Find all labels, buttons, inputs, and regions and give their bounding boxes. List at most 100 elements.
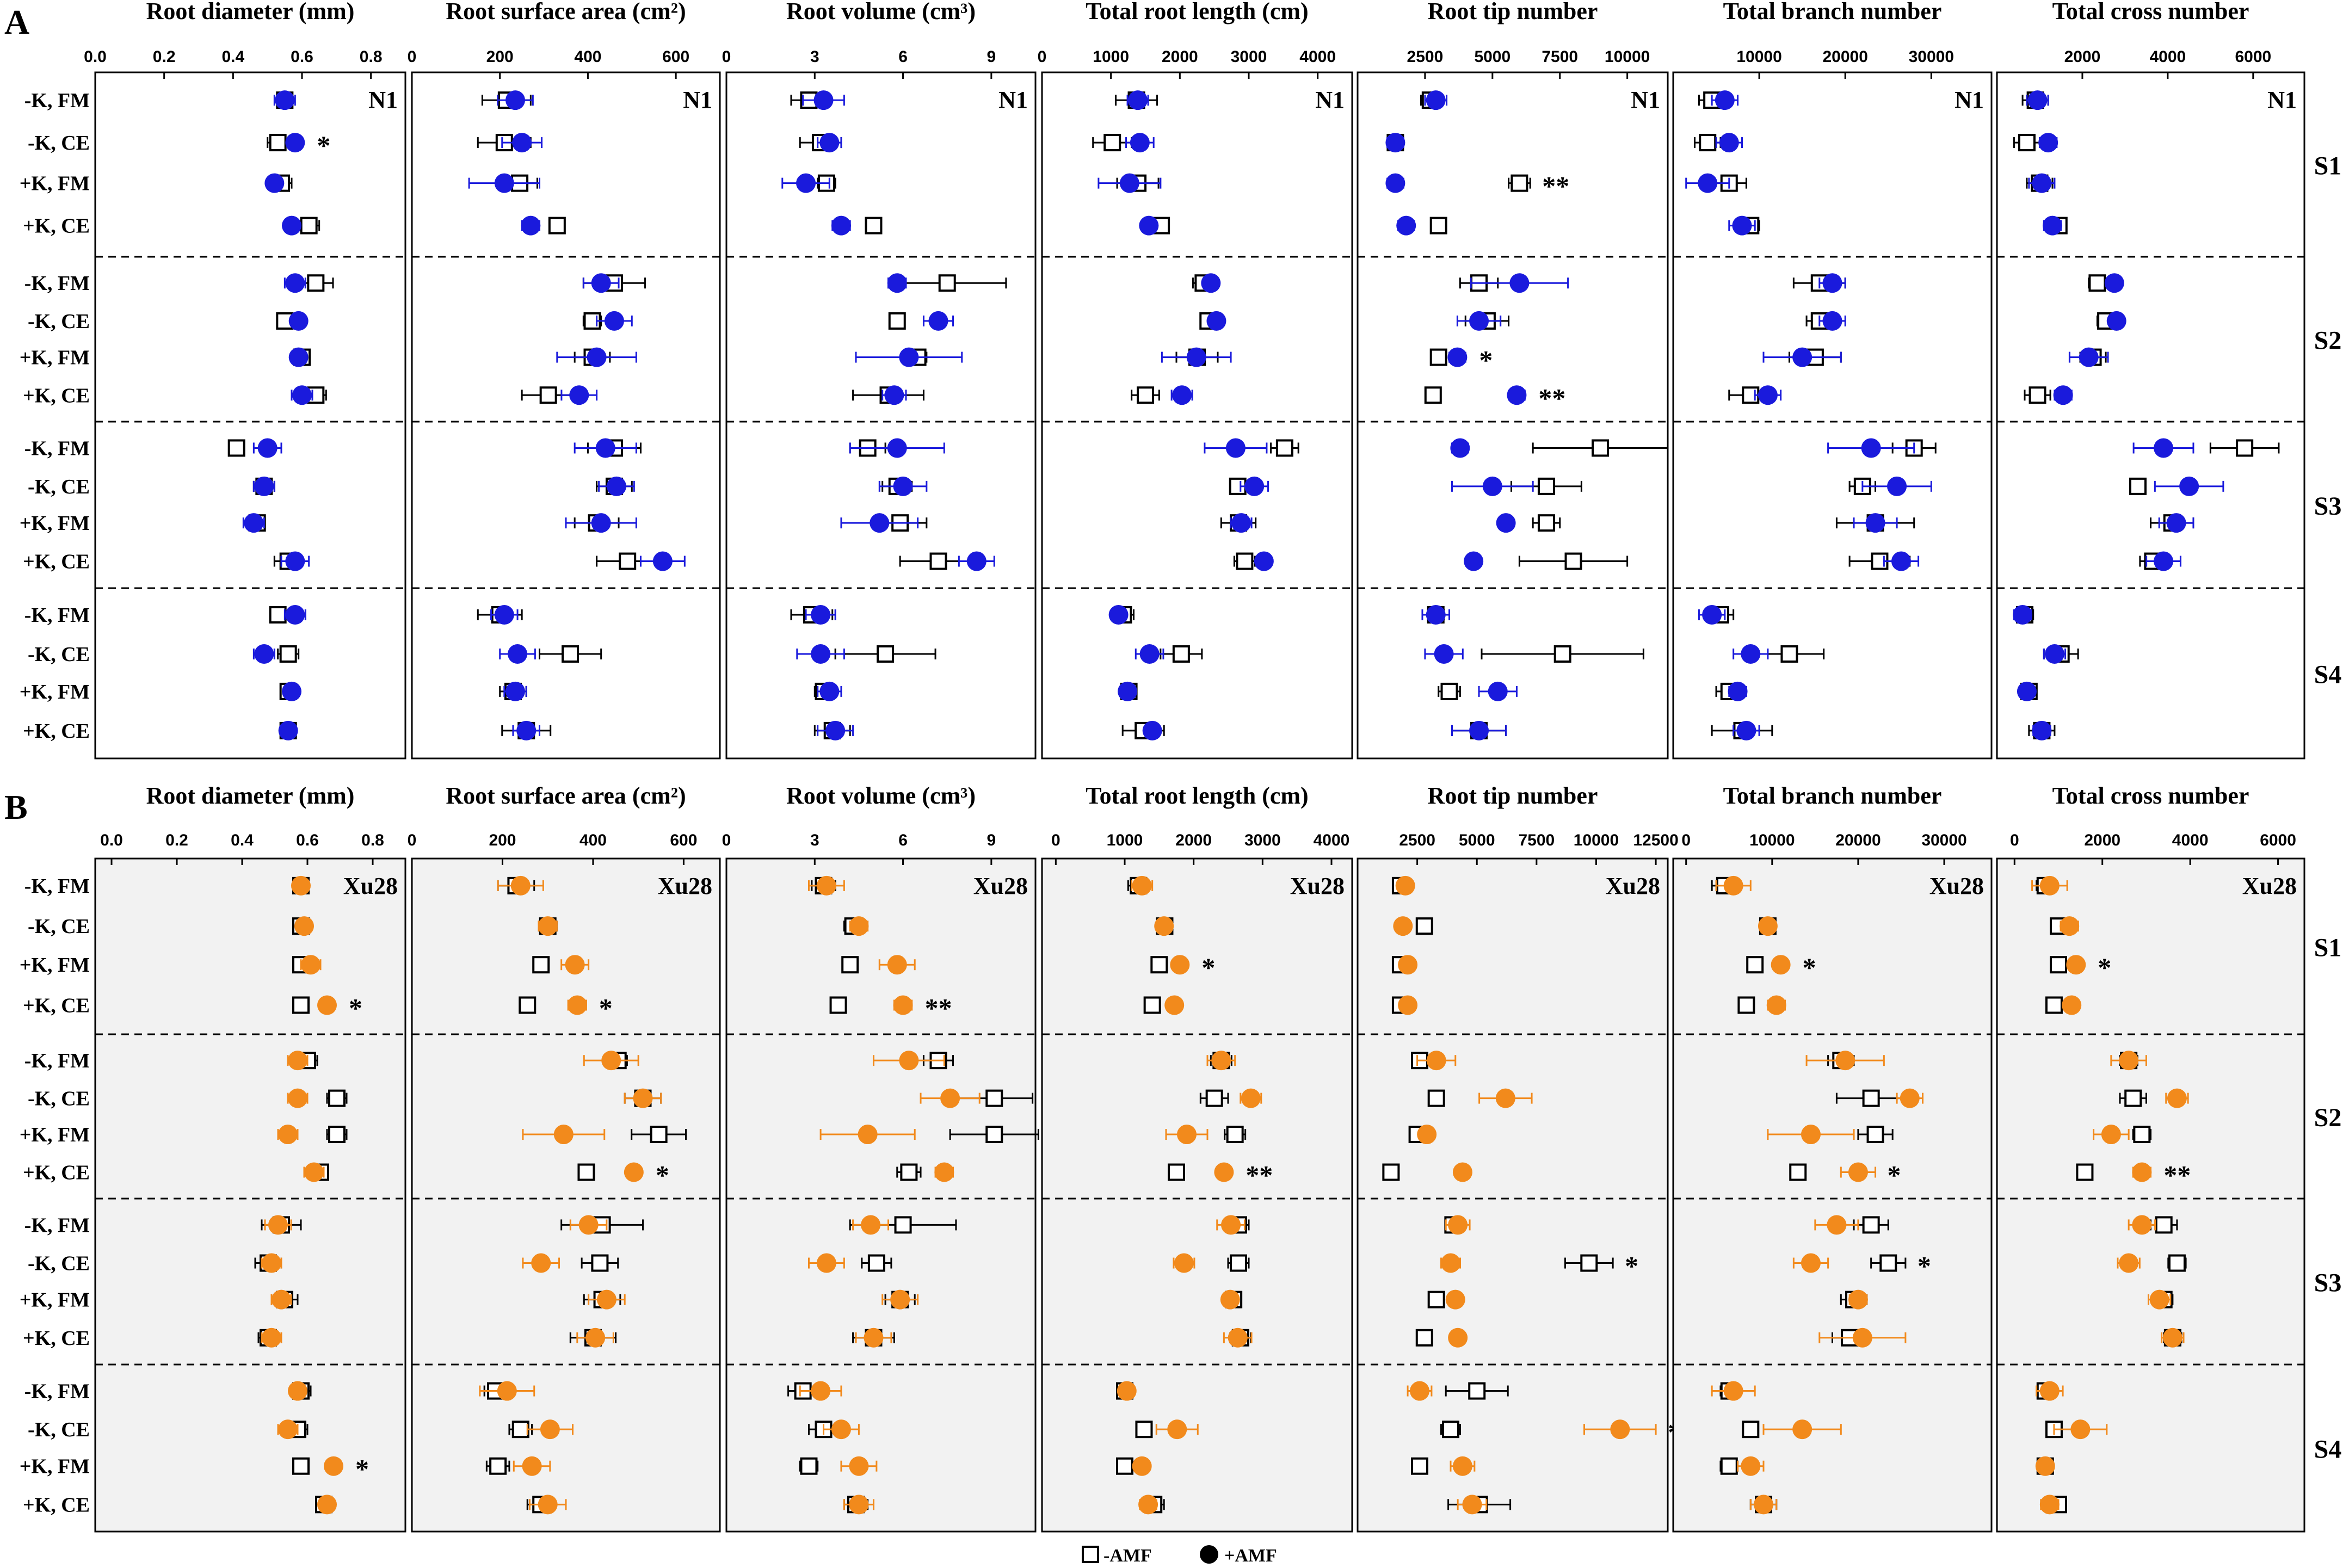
point-plus-amf [282, 681, 301, 701]
treatment-label: +K, FM [20, 512, 90, 535]
point-plus-amf [538, 1495, 558, 1515]
point-plus-amf [1732, 215, 1752, 236]
point-minus-amf [1742, 1421, 1760, 1439]
cultivar-label: Xu28 [343, 873, 398, 899]
treatment-label: -K, CE [28, 132, 90, 155]
point-plus-amf [262, 1328, 281, 1348]
cultivar-label: N1 [1315, 87, 1345, 113]
tick-label: 10000 [1736, 48, 1781, 66]
point-plus-amf [819, 681, 840, 701]
point-plus-amf [1801, 1253, 1821, 1273]
tick-label: 3 [810, 48, 819, 66]
point-plus-amf [288, 1051, 307, 1071]
point-plus-amf [1822, 311, 1842, 331]
point-plus-amf [2101, 1125, 2121, 1145]
point-minus-amf [900, 1163, 918, 1181]
treatment-label: +K, CE [23, 551, 90, 573]
significance-mark: * [599, 992, 613, 1023]
point-minus-amf [1429, 217, 1447, 234]
significance-mark: ** [2163, 1160, 2191, 1190]
point-plus-amf [257, 438, 278, 458]
point-plus-amf [1507, 385, 1527, 405]
point-plus-amf [1244, 476, 1265, 496]
point-plus-amf [254, 476, 274, 496]
point-plus-amf [811, 1381, 831, 1401]
point-plus-amf [1715, 90, 1735, 110]
stage-label: S2 [2314, 1103, 2342, 1132]
subplot-A-4: Total root length (cm) 0 1000 2000 3000 4000 N… [1038, 0, 1353, 760]
tick-label: 0 [408, 831, 417, 849]
point-minus-amf [1537, 477, 1555, 495]
subplot-A-2: Root surface area (cm²) 0 200 400 600 N1 [408, 0, 721, 760]
point-plus-amf [2013, 605, 2033, 625]
point-plus-amf [1469, 311, 1489, 331]
point-minus-amf [800, 1457, 818, 1475]
point-plus-amf [2179, 476, 2199, 496]
point-minus-amf [2129, 477, 2147, 495]
point-plus-amf [294, 916, 314, 936]
point-plus-amf [1792, 1419, 1812, 1440]
plot-frame [94, 71, 406, 760]
point-minus-amf [2018, 134, 2036, 152]
significance-mark: * [1625, 1251, 1638, 1281]
tick-label: 4000 [1314, 831, 1350, 849]
point-plus-amf [1167, 1419, 1187, 1440]
point-minus-amf [300, 217, 318, 234]
point-plus-amf [1488, 681, 1508, 701]
treatment-label: -K, CE [28, 915, 90, 938]
subplot-B-4: Total root length (cm) 0 1000 2000 3000 4000 X… [1041, 782, 1353, 1533]
point-plus-amf [1758, 916, 1778, 936]
point-minus-amf [2050, 956, 2067, 974]
point-minus-amf [1103, 134, 1121, 152]
tick-label: 30000 [1909, 48, 1954, 66]
point-plus-amf [604, 311, 624, 331]
point-plus-amf [1170, 955, 1190, 975]
point-plus-amf [1496, 513, 1516, 533]
point-minus-amf [1862, 1089, 1880, 1107]
point-plus-amf [1445, 1289, 1465, 1310]
tick-label: 0.4 [231, 831, 254, 849]
point-plus-amf [2132, 1215, 2152, 1235]
point-plus-amf [1741, 1456, 1761, 1476]
point-plus-amf [2027, 90, 2048, 110]
cultivar-label: Xu28 [1290, 873, 1345, 899]
point-plus-amf [1177, 1125, 1197, 1145]
point-plus-amf [1861, 438, 1881, 458]
point-plus-amf [505, 90, 526, 110]
variable-title: Total root length (cm) [1086, 782, 1308, 809]
point-plus-amf [288, 1381, 307, 1401]
tick-label: 20000 [1822, 48, 1867, 66]
tick-label: 2000 [1175, 831, 1212, 849]
stage-label: S2 [2314, 326, 2342, 355]
significance-mark: * [1803, 952, 1816, 983]
variable-title: Root surface area (cm²) [446, 782, 686, 809]
point-minus-amf [865, 217, 883, 234]
point-plus-amf [1452, 1456, 1472, 1476]
point-plus-amf [2039, 1495, 2060, 1515]
variable-title: Total branch number [1723, 782, 1942, 809]
point-plus-amf [831, 215, 851, 236]
point-plus-amf [1164, 995, 1185, 1015]
point-minus-amf [562, 645, 579, 663]
point-minus-amf [1415, 1329, 1433, 1347]
treatment-label: -K, FM [24, 1050, 90, 1072]
treatment-label: -K, FM [24, 89, 90, 112]
treatment-label: +K, CE [23, 384, 90, 407]
plot-frame [1041, 857, 1353, 1533]
treatment-label: +K, CE [23, 1493, 90, 1516]
point-plus-amf [1142, 720, 1162, 740]
significance-mark: * [2098, 952, 2111, 983]
tick-label: 400 [579, 831, 607, 849]
tick-label: 9 [987, 831, 996, 849]
plot-frame [725, 71, 1037, 760]
point-plus-amf [1758, 385, 1778, 405]
subplot-A-1: Root diameter (mm) 0.0 0.2 0.4 0.6 0.8 N1 * [84, 0, 406, 760]
point-minus-amf [511, 1421, 529, 1439]
subplot-B-5: Root tip number 2500 5000 7500 10000 12500 Xu2… [1357, 782, 1681, 1533]
point-plus-amf [1225, 438, 1246, 458]
cultivar-label: N1 [683, 87, 712, 113]
point-plus-amf [1393, 916, 1413, 936]
point-minus-amf [1205, 1089, 1223, 1107]
treatment-label: +K, CE [23, 1327, 90, 1350]
point-minus-amf [2168, 1254, 2186, 1272]
